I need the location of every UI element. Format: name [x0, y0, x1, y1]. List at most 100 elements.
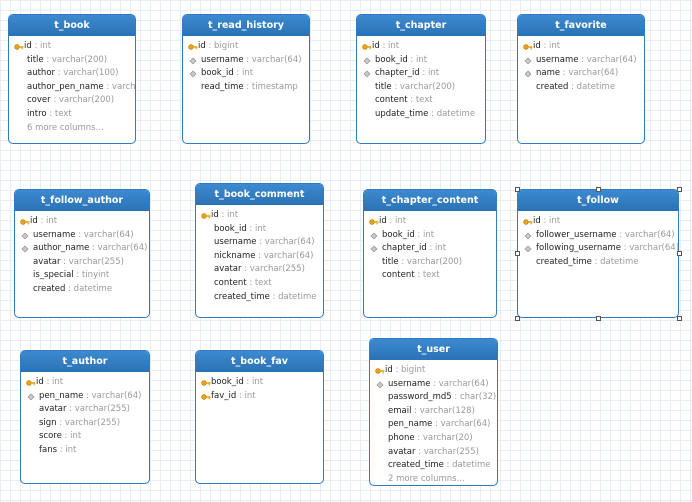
primary-key-icon: [375, 366, 385, 378]
column-name: username: [214, 237, 257, 248]
column-type: varchar(64): [431, 379, 489, 389]
column-row: book_idint: [364, 229, 496, 243]
column-row: scoreint: [21, 430, 149, 444]
column-type: varchar(255): [241, 264, 304, 274]
column-row: introtext: [9, 108, 135, 122]
column-row: titlevarchar(200): [357, 81, 485, 95]
table-card[interactable]: t_book_commentidintbook_idintusernamevar…: [195, 183, 324, 318]
column-type: varchar(200): [44, 55, 107, 65]
selection-handle[interactable]: [595, 315, 601, 321]
column-row: titlevarchar(200): [9, 54, 135, 68]
column-name: author_pen_name: [27, 81, 104, 92]
foreign-key-icon: [523, 69, 533, 81]
column-type: varchar(20): [415, 433, 473, 443]
column-type: varchar(64): [621, 243, 678, 253]
column-name: update_time: [375, 109, 429, 119]
selection-handle[interactable]: [514, 315, 520, 321]
column-name: nickname: [214, 250, 256, 261]
column-row: avatarvarchar(255): [15, 256, 149, 270]
table-card[interactable]: t_authoridintpen_namevarchar(64)avatarva…: [20, 350, 150, 484]
column-row: book_idint: [196, 223, 323, 237]
selection-handle[interactable]: [514, 186, 520, 192]
column-type: varchar(64): [579, 55, 637, 65]
column-name: fav_id: [211, 390, 237, 401]
column-row: contenttext: [196, 277, 323, 291]
column-row: emailvarchar(128): [370, 405, 497, 419]
column-row: author_namevarchar(64): [15, 242, 149, 256]
column-row: follower_usernamevarchar(64): [518, 229, 678, 243]
column-type: int: [244, 377, 263, 387]
table-card[interactable]: t_useridbigintusernamevarchar(64)passwor…: [369, 338, 498, 486]
column-name: content: [382, 270, 415, 281]
selection-handle[interactable]: [676, 186, 682, 192]
table-name: t_read_history: [183, 15, 309, 36]
table-name: t_author: [21, 351, 149, 372]
table-name: t_follow_author: [15, 190, 149, 211]
column-row: created_timedatetime: [196, 291, 323, 305]
table-card[interactable]: t_favoriteidintusernamevarchar(64)nameva…: [517, 14, 645, 144]
column-name: username: [33, 229, 76, 240]
primary-key-icon: [26, 378, 36, 390]
column-type: varchar(200): [51, 95, 114, 105]
column-name: id: [24, 41, 32, 51]
column-row: pen_namevarchar(64): [370, 418, 497, 432]
primary-key-icon: [201, 392, 211, 404]
column-row: book_idint: [183, 67, 309, 81]
column-row: password_md5char(32): [370, 391, 497, 405]
primary-key-icon: [201, 378, 211, 390]
column-row: idint: [21, 376, 149, 390]
more-columns: 6 more columns...: [27, 122, 104, 133]
column-row: idint: [9, 40, 135, 54]
column-type: timestamp: [244, 82, 298, 92]
column-row: idint: [518, 215, 678, 229]
column-type: varchar(128): [411, 406, 474, 416]
column-type: varchar(255): [66, 404, 129, 414]
column-type: int: [38, 216, 57, 226]
column-type: varchar(64): [89, 243, 147, 253]
column-type: int: [541, 216, 560, 226]
column-name: email: [388, 405, 412, 416]
table-card[interactable]: t_read_historyidbigintusernamevarchar(64…: [182, 14, 310, 144]
column-type: datetime: [270, 292, 317, 302]
table-name: t_book: [9, 15, 135, 36]
column-name: name: [536, 68, 561, 79]
table-card[interactable]: t_chapter_contentidintbook_idintchapter_…: [363, 189, 497, 318]
selection-handle[interactable]: [676, 315, 682, 321]
column-name: created_time: [388, 460, 444, 471]
column-name: intro: [27, 109, 47, 119]
column-name: chapter_id: [382, 243, 427, 254]
primary-key-icon: [523, 42, 533, 54]
column-name: following_username: [536, 243, 621, 254]
column-row: idint: [518, 40, 644, 54]
primary-key-icon: [188, 42, 198, 54]
more-columns: 2 more columns...: [388, 473, 465, 484]
column-name: avatar: [214, 264, 242, 275]
column-name: pen_name: [388, 419, 433, 430]
selection-handle[interactable]: [595, 186, 601, 192]
column-row: contenttext: [357, 94, 485, 108]
column-row: authorvarchar(100): [9, 67, 135, 81]
column-type: varchar(64): [76, 230, 134, 240]
column-name: avatar: [33, 256, 61, 267]
column-name: id: [379, 216, 387, 226]
column-type: varchar(255): [57, 418, 120, 428]
column-row: idint: [15, 215, 149, 229]
column-row: created_timedatetime: [370, 459, 497, 473]
column-type: int: [408, 55, 427, 65]
column-type: varchar(100): [55, 68, 118, 78]
selection-handle[interactable]: [676, 251, 682, 256]
column-type: varchar(200): [399, 257, 462, 267]
column-row: phonevarchar(20): [370, 432, 497, 446]
table-card[interactable]: t_followidintfollower_usernamevarchar(64…: [517, 189, 679, 318]
table-card[interactable]: t_follow_authoridintusernamevarchar(64)a…: [14, 189, 150, 318]
column-name: book_id: [214, 223, 247, 234]
column-name: pen_name: [39, 390, 84, 401]
foreign-key-icon: [20, 244, 30, 256]
column-name: follower_username: [536, 229, 617, 240]
table-card[interactable]: t_bookidinttitlevarchar(200)authorvarcha…: [8, 14, 136, 144]
table-name: t_favorite: [518, 15, 644, 36]
selection-handle[interactable]: [514, 251, 520, 256]
column-type: bigint: [393, 365, 426, 375]
table-card[interactable]: t_chapteridintbook_idintchapter_idinttit…: [356, 14, 486, 144]
